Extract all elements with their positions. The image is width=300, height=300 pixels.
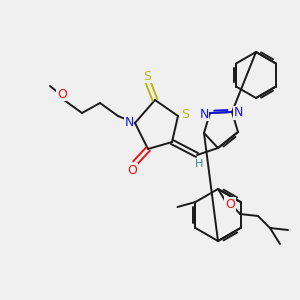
- Text: N: N: [124, 116, 134, 130]
- Text: S: S: [143, 70, 151, 83]
- Text: O: O: [127, 164, 137, 176]
- Text: O: O: [225, 197, 235, 211]
- Text: N: N: [199, 107, 209, 121]
- Text: H: H: [195, 159, 203, 169]
- Text: N: N: [233, 106, 243, 119]
- Text: O: O: [57, 88, 67, 100]
- Text: S: S: [181, 107, 189, 121]
